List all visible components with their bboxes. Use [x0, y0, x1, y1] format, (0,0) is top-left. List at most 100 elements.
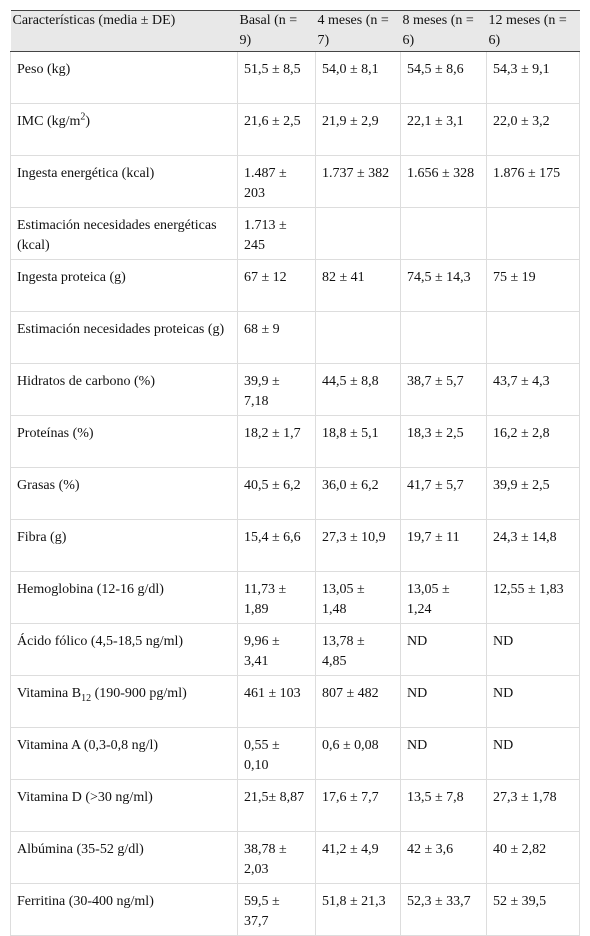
value-cell: 13,05 ± 1,48	[315, 571, 401, 624]
value-cell: 59,5 ± 37,7	[237, 883, 316, 936]
value-cell: 1.656 ± 328	[400, 155, 487, 208]
value-cell: 39,9 ± 2,5	[486, 467, 580, 520]
value-cell: 54,3 ± 9,1	[486, 51, 580, 104]
row-label: Fibra (g)	[10, 519, 238, 572]
value-cell: 17,6 ± 7,7	[315, 779, 401, 832]
value-cell: 13,05 ± 1,24	[400, 571, 487, 624]
value-cell: ND	[400, 623, 487, 676]
value-cell: 27,3 ± 1,78	[486, 779, 580, 832]
value-cell: 21,6 ± 2,5	[237, 103, 316, 156]
row-label: Ingesta energética (kcal)	[10, 155, 238, 208]
header-cell: 4 meses (n = 7)	[315, 10, 401, 52]
value-cell: 18,2 ± 1,7	[237, 415, 316, 468]
label-part: IMC (kg/m	[17, 114, 81, 129]
value-cell: 43,7 ± 4,3	[486, 363, 580, 416]
value-cell: 51,8 ± 21,3	[315, 883, 401, 936]
value-cell: 44,5 ± 8,8	[315, 363, 401, 416]
value-cell: 54,0 ± 8,1	[315, 51, 401, 104]
value-cell: ND	[486, 675, 580, 728]
value-cell: 18,3 ± 2,5	[400, 415, 487, 468]
table-row: Ingesta energética (kcal) 1.487 ± 203 1.73…	[10, 155, 580, 208]
row-label: Vitamina B12 (190-900 pg/ml)	[10, 675, 238, 728]
empty-cell	[400, 311, 487, 364]
label-part: 12	[81, 692, 92, 704]
value-cell: ND	[400, 675, 487, 728]
value-cell: ND	[400, 727, 487, 780]
label-part: )	[85, 114, 91, 129]
value-cell: 51,5 ± 8,5	[237, 51, 316, 104]
row-label: Albúmina (35-52 g/dl)	[10, 831, 238, 884]
header-cell: 8 meses (n = 6)	[400, 10, 487, 52]
value-cell: 42 ± 3,6	[400, 831, 487, 884]
row-label: Ingesta proteica (g)	[10, 259, 238, 312]
value-cell: 13,5 ± 7,8	[400, 779, 487, 832]
value-cell: 11,73 ± 1,89	[237, 571, 316, 624]
row-label: Peso (kg)	[10, 51, 238, 104]
value-cell: 807 ± 482	[315, 675, 401, 728]
value-cell: 9,96 ± 3,41	[237, 623, 316, 676]
row-label: Estimación necesidades energéticas (kcal…	[10, 207, 238, 260]
value-cell: 36,0 ± 6,2	[315, 467, 401, 520]
value-cell: 52 ± 39,5	[486, 883, 580, 936]
value-cell: 22,1 ± 3,1	[400, 103, 487, 156]
label-part: 2	[80, 111, 86, 123]
value-cell: 75 ± 19	[486, 259, 580, 312]
value-cell: 16,2 ± 2,8	[486, 415, 580, 468]
value-cell: 22,0 ± 3,2	[486, 103, 580, 156]
header-cell: Características (media ± DE)	[10, 10, 238, 52]
empty-cell	[315, 311, 401, 364]
table-row: Ferritina (30-400 ng/ml) 59,5 ± 37,7 51,8 …	[10, 883, 580, 936]
empty-cell	[486, 207, 580, 260]
label-part: Vitamina B	[17, 686, 82, 701]
value-cell: 15,4 ± 6,6	[237, 519, 316, 572]
label-part: (190-900 pg/ml)	[91, 686, 187, 701]
value-cell: 24,3 ± 14,8	[486, 519, 580, 572]
row-label: Proteínas (%)	[10, 415, 238, 468]
row-label: Ácido fólico (4,5-18,5 ng/ml)	[10, 623, 238, 676]
table-row: Ingesta proteica (g) 67 ± 12 82 ± 41 74,5 ±…	[10, 259, 580, 312]
value-cell: 41,2 ± 4,9	[315, 831, 401, 884]
table-row: Albúmina (35-52 g/dl) 38,78 ± 2,03 41,2 ± …	[10, 831, 580, 884]
row-label: Vitamina D (>30 ng/ml)	[10, 779, 238, 832]
value-cell: 40 ± 2,82	[486, 831, 580, 884]
value-cell: 1.876 ± 175	[486, 155, 580, 208]
value-cell: 38,78 ± 2,03	[237, 831, 316, 884]
table-row: Proteínas (%) 18,2 ± 1,7 18,8 ± 5,1 18,3 ± …	[10, 415, 580, 468]
table-row: Vitamina B12 (190-900 pg/ml) 461 ± 103 807…	[10, 675, 580, 728]
value-cell: 18,8 ± 5,1	[315, 415, 401, 468]
value-cell: 68 ± 9	[237, 311, 316, 364]
header-cell: Basal (n = 9)	[237, 10, 316, 52]
value-cell: 54,5 ± 8,6	[400, 51, 487, 104]
value-cell: 21,5± 8,87	[237, 779, 316, 832]
value-cell: 27,3 ± 10,9	[315, 519, 401, 572]
value-cell: 0,55 ± 0,10	[237, 727, 316, 780]
table-row: Hemoglobina (12-16 g/dl) 11,73 ± 1,89 13,0…	[10, 571, 580, 624]
row-label: Hidratos de carbono (%)	[10, 363, 238, 416]
table-row: Estimación necesidades energéticas (kcal…	[10, 207, 580, 260]
empty-cell	[400, 207, 487, 260]
value-cell: ND	[486, 623, 580, 676]
table-row: Estimación necesidades proteicas (g) 68 ±…	[10, 311, 580, 364]
value-cell: 82 ± 41	[315, 259, 401, 312]
row-label: Grasas (%)	[10, 467, 238, 520]
table-row: Ácido fólico (4,5-18,5 ng/ml) 9,96 ± 3,41…	[10, 623, 580, 676]
table-row: Vitamina A (0,3-0,8 ng/l) 0,55 ± 0,10 0,6 …	[10, 727, 580, 780]
value-cell: 40,5 ± 6,2	[237, 467, 316, 520]
table-row: Fibra (g) 15,4 ± 6,6 27,3 ± 10,9 19,7 ± 11 2…	[10, 519, 580, 572]
value-cell: 74,5 ± 14,3	[400, 259, 487, 312]
value-cell: 12,55 ± 1,83	[486, 571, 580, 624]
value-cell: 19,7 ± 11	[400, 519, 487, 572]
header-row: Características (media ± DE) Basal (n = 9…	[10, 10, 580, 52]
value-cell: 39,9 ± 7,18	[237, 363, 316, 416]
table-row: Vitamina D (>30 ng/ml) 21,5± 8,87 17,6 ± 7…	[10, 779, 580, 832]
value-cell: 1.737 ± 382	[315, 155, 401, 208]
header-cell: 12 meses (n = 6)	[486, 10, 580, 52]
empty-cell	[315, 207, 401, 260]
row-label: Ferritina (30-400 ng/ml)	[10, 883, 238, 936]
table-row: IMC (kg/m2) 21,6 ± 2,5 21,9 ± 2,9 22,1 ± 3,…	[10, 103, 580, 156]
value-cell: 461 ± 103	[237, 675, 316, 728]
value-cell: 21,9 ± 2,9	[315, 103, 401, 156]
empty-cell	[486, 311, 580, 364]
data-table: Características (media ± DE) Basal (n = 9…	[10, 10, 580, 936]
